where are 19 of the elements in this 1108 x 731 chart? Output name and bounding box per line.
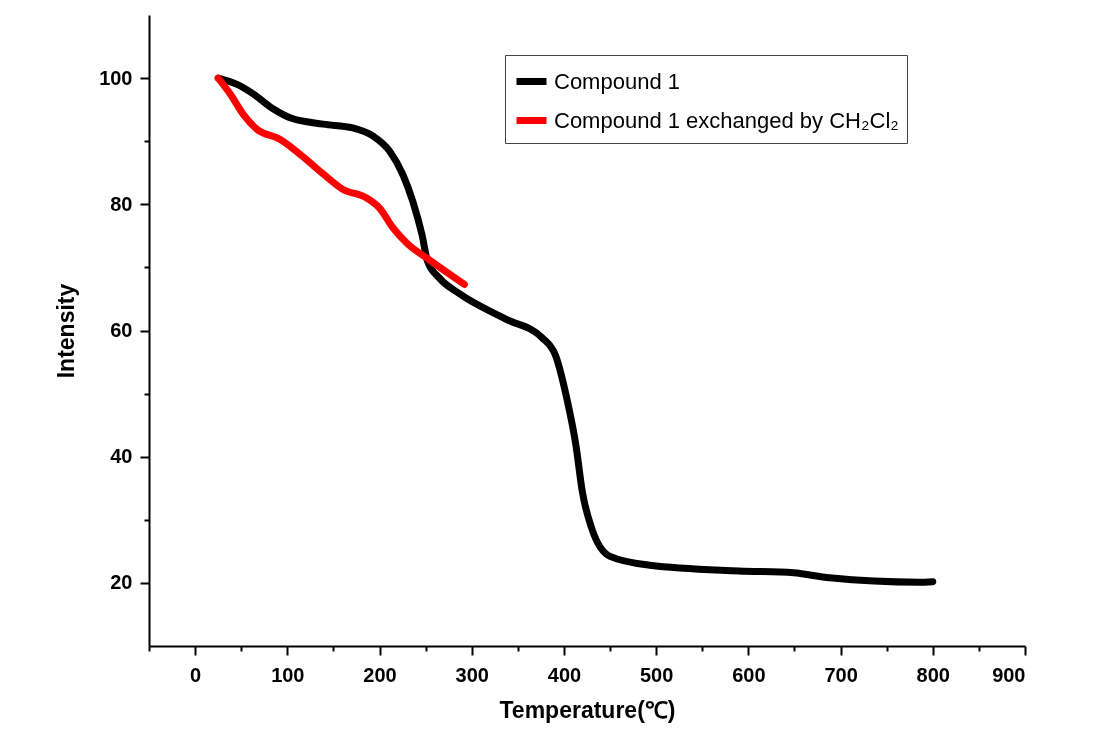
- x-tick-label: 900: [992, 663, 1026, 686]
- x-tick-label: 400: [547, 663, 582, 686]
- x-tick-label: 600: [732, 663, 766, 686]
- x-tick-label: 300: [455, 663, 489, 686]
- y-axis-title: Intensity: [53, 283, 80, 379]
- y-tick-label: 20: [110, 571, 133, 594]
- legend-label: Compound 1 exchanged by CH₂Cl₂: [554, 107, 899, 133]
- x-axis-title: Temperature(℃): [499, 696, 676, 723]
- y-tick-label: 80: [110, 192, 133, 215]
- y-tick-label: 40: [110, 445, 133, 468]
- y-tick-label: 100: [99, 66, 133, 89]
- x-tick-label: 100: [271, 663, 305, 686]
- legend-label: Compound 1: [554, 68, 680, 94]
- y-tick-label: 60: [110, 319, 133, 341]
- x-tick-label: 200: [363, 663, 397, 686]
- x-tick-label: 800: [916, 663, 950, 686]
- x-tick-label: 700: [824, 663, 858, 686]
- x-tick-label: 0: [190, 663, 202, 686]
- x-tick-label: 500: [639, 663, 674, 686]
